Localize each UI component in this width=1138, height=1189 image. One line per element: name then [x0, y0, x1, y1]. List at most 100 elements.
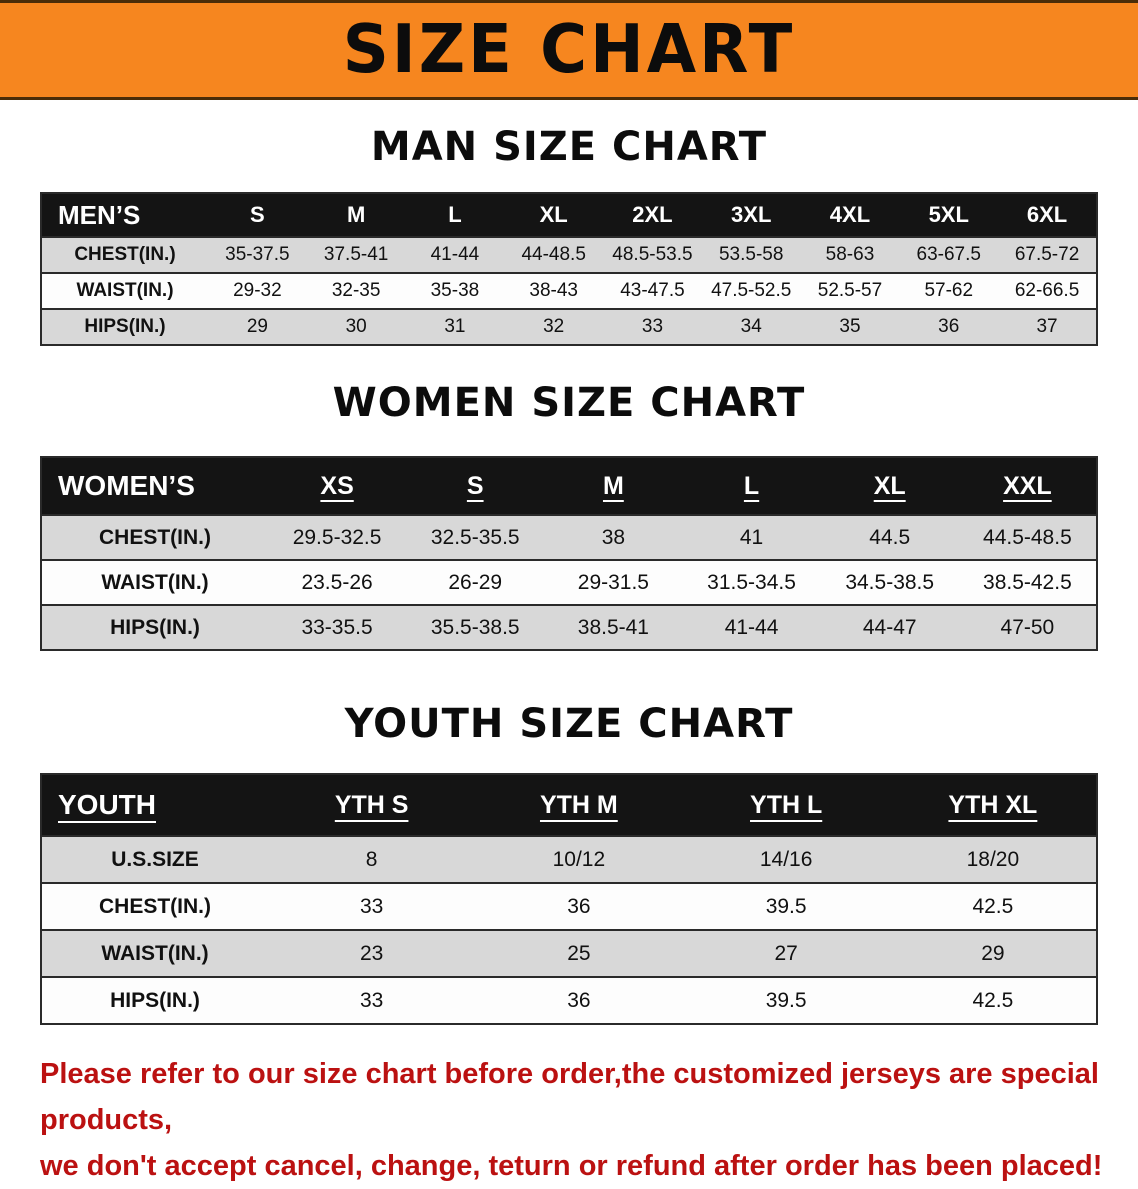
- row-label-cell: WAIST(IN.): [41, 272, 208, 309]
- measurement-value-cell: 33-35.5: [268, 604, 407, 650]
- measurement-value-cell: 31.5-34.5: [682, 559, 821, 605]
- measurement-value-cell: 38: [544, 514, 683, 560]
- measurement-value-cell: 62-66.5: [998, 272, 1097, 309]
- measurement-value-cell: 8: [268, 835, 476, 883]
- size-column-header: 4XL: [800, 193, 900, 237]
- measurement-value-cell: 25: [475, 929, 683, 977]
- table-title-cell: MEN’S: [41, 193, 208, 237]
- size-column-header: 5XL: [899, 193, 999, 237]
- row-label-cell: CHEST(IN.): [41, 514, 268, 560]
- size-column-header: YTH M: [475, 774, 683, 836]
- measurement-value-cell: 34: [701, 308, 801, 345]
- measurement-value-cell: 30: [306, 308, 406, 345]
- row-label-cell: WAIST(IN.): [41, 929, 268, 977]
- measurement-value-cell: 10/12: [475, 835, 683, 883]
- measurement-value-cell: 44.5: [820, 514, 959, 560]
- measurement-value-cell: 23: [268, 929, 476, 977]
- measurement-value-cell: 33: [603, 308, 702, 345]
- size-column-header: S: [406, 457, 545, 515]
- men-size-table: MEN’S S M L XL 2XL 3XL 4XL 5XL 6XL CHEST(IN.) 35-37…: [40, 192, 1098, 346]
- size-column-header: YTH L: [682, 774, 890, 836]
- measurement-value-cell: 48.5-53.5: [603, 236, 702, 273]
- women-size-table: WOMEN’S XS S M L XL XXL CHEST(IN.) 29.5-32.5 32.5…: [40, 456, 1098, 651]
- size-column-header: XXL: [958, 457, 1097, 515]
- size-column-header: 3XL: [701, 193, 801, 237]
- measurement-value-cell: 26-29: [406, 559, 545, 605]
- measurement-value-cell: 29.5-32.5: [268, 514, 407, 560]
- measurement-value-cell: 44.5-48.5: [958, 514, 1097, 560]
- measurement-value-cell: 67.5-72: [998, 236, 1097, 273]
- measurement-value-cell: 33: [268, 976, 476, 1024]
- measurement-value-cell: 42.5: [889, 882, 1097, 930]
- size-column-header: XS: [268, 457, 407, 515]
- measurement-row: HIPS(IN.) 33 36 39.5 42.5: [41, 976, 1097, 1024]
- measurement-value-cell: 38-43: [504, 272, 604, 309]
- table-title-cell: WOMEN’S: [41, 457, 268, 515]
- measurement-value-cell: 27: [682, 929, 890, 977]
- row-label-cell: CHEST(IN.): [41, 236, 208, 273]
- measurement-value-cell: 29: [889, 929, 1097, 977]
- men-section-heading: MAN SIZE CHART: [370, 124, 768, 170]
- measurement-value-cell: 18/20: [889, 835, 1097, 883]
- measurement-value-cell: 41-44: [405, 236, 505, 273]
- header-row: WOMEN’S XS S M L XL XXL: [41, 457, 1097, 515]
- measurement-value-cell: 52.5-57: [800, 272, 900, 309]
- row-label-cell: WAIST(IN.): [41, 559, 268, 605]
- size-column-header: M: [544, 457, 683, 515]
- measurement-value-cell: 14/16: [682, 835, 890, 883]
- measurement-value-cell: 29-32: [208, 272, 307, 309]
- disclaimer-line-1: Please refer to our size chart before or…: [40, 1058, 1099, 1136]
- size-column-header: L: [405, 193, 505, 237]
- measurement-row: CHEST(IN.) 33 36 39.5 42.5: [41, 882, 1097, 930]
- header-row: YOUTH YTH S YTH M YTH L YTH XL: [41, 774, 1097, 836]
- measurement-value-cell: 38.5-42.5: [958, 559, 1097, 605]
- measurement-value-cell: 32.5-35.5: [406, 514, 545, 560]
- measurement-value-cell: 37: [998, 308, 1097, 345]
- measurement-value-cell: 57-62: [899, 272, 999, 309]
- measurement-value-cell: 41: [682, 514, 821, 560]
- measurement-value-cell: 38.5-41: [544, 604, 683, 650]
- measurement-value-cell: 35-38: [405, 272, 505, 309]
- measurement-row: WAIST(IN.) 29-32 32-35 35-38 38-43 43-47.5 47.…: [41, 272, 1097, 309]
- size-column-header: 2XL: [603, 193, 702, 237]
- row-label-cell: U.S.SIZE: [41, 835, 268, 883]
- measurement-row: U.S.SIZE 8 10/12 14/16 18/20: [41, 835, 1097, 883]
- measurement-value-cell: 36: [475, 976, 683, 1024]
- size-column-header: L: [682, 457, 821, 515]
- banner-title: SIZE CHART: [342, 11, 796, 89]
- measurement-value-cell: 33: [268, 882, 476, 930]
- size-column-header: YTH S: [268, 774, 476, 836]
- measurement-row: HIPS(IN.) 33-35.5 35.5-38.5 38.5-41 41-44 44-…: [41, 604, 1097, 650]
- youth-section-heading: YOUTH SIZE CHART: [344, 701, 794, 747]
- measurement-value-cell: 53.5-58: [701, 236, 801, 273]
- row-label-cell: HIPS(IN.): [41, 604, 268, 650]
- measurement-row: WAIST(IN.) 23.5-26 26-29 29-31.5 31.5-34.5 34…: [41, 559, 1097, 605]
- measurement-value-cell: 44-47: [820, 604, 959, 650]
- measurement-row: HIPS(IN.) 29 30 31 32 33 34 35 36 37: [41, 308, 1097, 345]
- measurement-row: CHEST(IN.) 29.5-32.5 32.5-35.5 38 41 44.5 44.5…: [41, 514, 1097, 560]
- measurement-value-cell: 58-63: [800, 236, 900, 273]
- measurement-value-cell: 32-35: [306, 272, 406, 309]
- measurement-value-cell: 39.5: [682, 976, 890, 1024]
- measurement-value-cell: 43-47.5: [603, 272, 702, 309]
- size-column-header: XL: [504, 193, 604, 237]
- measurement-value-cell: 47-50: [958, 604, 1097, 650]
- size-column-header: S: [208, 193, 307, 237]
- youth-size-table: YOUTH YTH S YTH M YTH L YTH XL U.S.SIZE 8 10/12…: [40, 773, 1098, 1025]
- measurement-value-cell: 34.5-38.5: [820, 559, 959, 605]
- size-column-header: YTH XL: [889, 774, 1097, 836]
- measurement-value-cell: 36: [899, 308, 999, 345]
- measurement-value-cell: 35: [800, 308, 900, 345]
- row-label-cell: HIPS(IN.): [41, 308, 208, 345]
- measurement-value-cell: 47.5-52.5: [701, 272, 801, 309]
- measurement-value-cell: 29: [208, 308, 307, 345]
- measurement-value-cell: 29-31.5: [544, 559, 683, 605]
- measurement-value-cell: 36: [475, 882, 683, 930]
- measurement-value-cell: 39.5: [682, 882, 890, 930]
- measurement-value-cell: 63-67.5: [899, 236, 999, 273]
- row-label-cell: HIPS(IN.): [41, 976, 268, 1024]
- measurement-value-cell: 32: [504, 308, 604, 345]
- measurement-value-cell: 37.5-41: [306, 236, 406, 273]
- header-row: MEN’S S M L XL 2XL 3XL 4XL 5XL 6XL: [41, 193, 1097, 237]
- row-label-cell: CHEST(IN.): [41, 882, 268, 930]
